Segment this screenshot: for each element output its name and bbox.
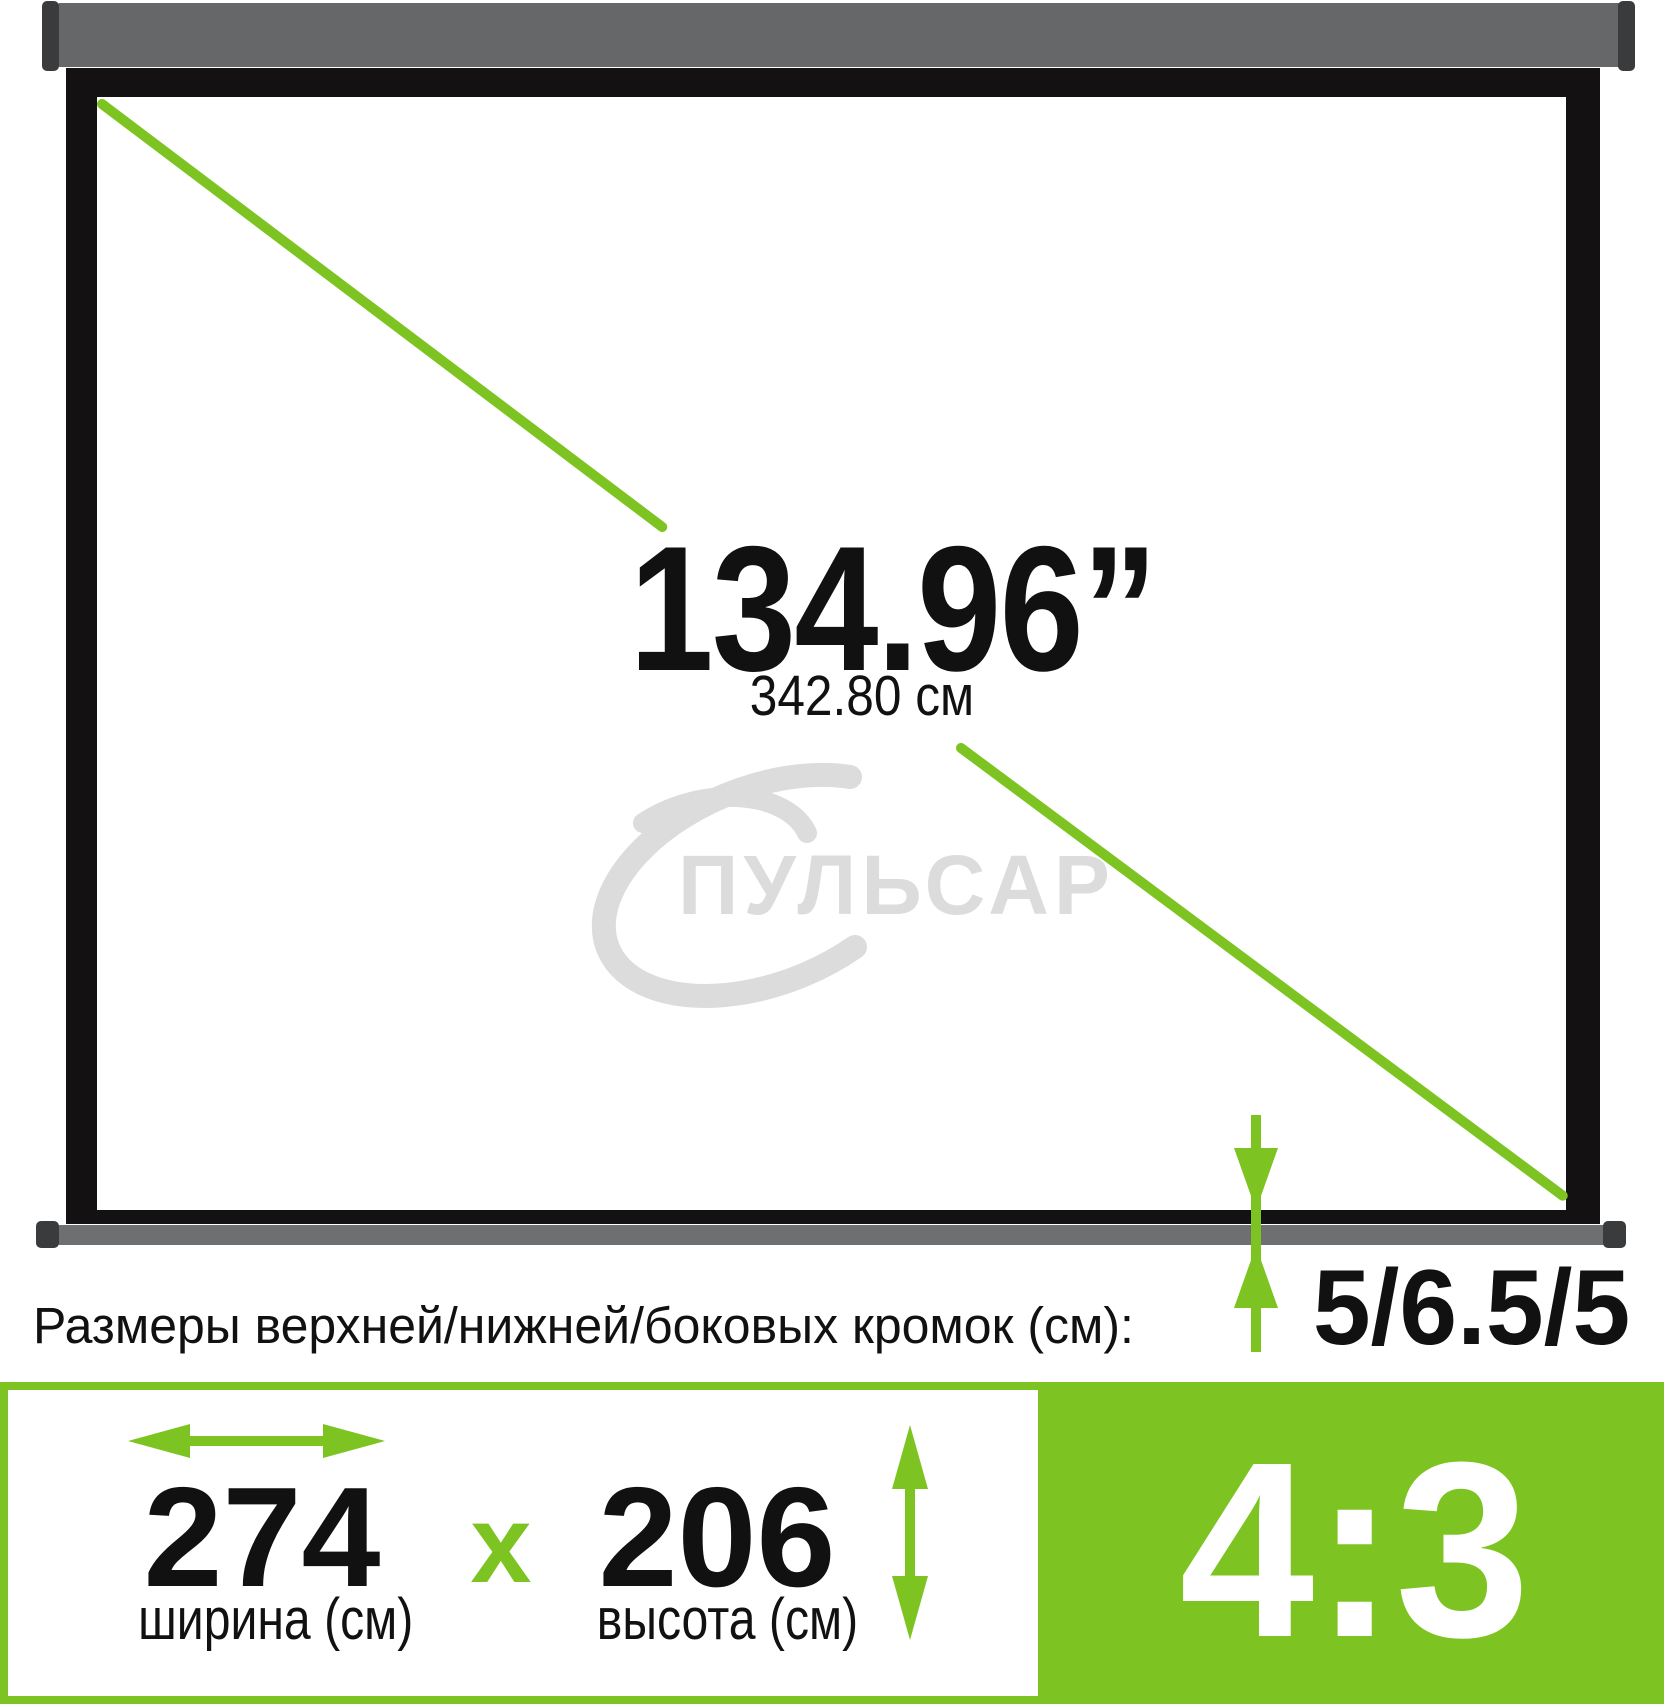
arrow-down-icon: [892, 1576, 928, 1640]
height-value: 206: [598, 1458, 836, 1617]
top-roller-casing: [58, 3, 1621, 67]
arrow-up-icon: [892, 1425, 928, 1489]
edges-label: Размеры верхней/нижней/боковых кромок (с…: [33, 1297, 1134, 1354]
edge-indicator-line: [1251, 1115, 1261, 1352]
diagonal-size-cm: 342.80 см: [749, 664, 975, 728]
width-label: ширина (см): [138, 1587, 414, 1652]
weight-bar-cap-right: [1603, 1221, 1626, 1248]
logo-swoosh-top: [633, 786, 817, 843]
logo-text: ПУЛЬСАР: [678, 838, 1115, 932]
height-label: высота (см): [596, 1587, 859, 1652]
casing-end-cap-left: [42, 1, 59, 71]
dimensions-separator: x: [470, 1483, 532, 1606]
weight-bar-cap-left: [36, 1221, 59, 1248]
logo-swoosh-large: [591, 762, 867, 1008]
aspect-ratio-value: 4:3: [1179, 1410, 1531, 1689]
edge-arrow-down-icon: [1234, 1148, 1278, 1210]
arrow-right-icon: [323, 1424, 385, 1458]
arrow-left-icon: [128, 1424, 190, 1458]
pulsar-logo-watermark: ПУЛЬСАР: [591, 762, 1115, 1008]
diagonal-size-inches: 134.96”: [629, 509, 1158, 708]
bottom-weight-bar: [58, 1225, 1605, 1245]
edge-arrow-up-icon: [1234, 1246, 1278, 1308]
aspect-ratio-block: [1046, 1382, 1664, 1704]
edges-value: 5/6.5/5: [1312, 1247, 1630, 1367]
height-arrow-shaft: [905, 1448, 915, 1618]
width-arrow-shaft: [185, 1436, 328, 1446]
width-value: 274: [143, 1458, 381, 1617]
casing-end-cap-right: [1618, 1, 1635, 71]
